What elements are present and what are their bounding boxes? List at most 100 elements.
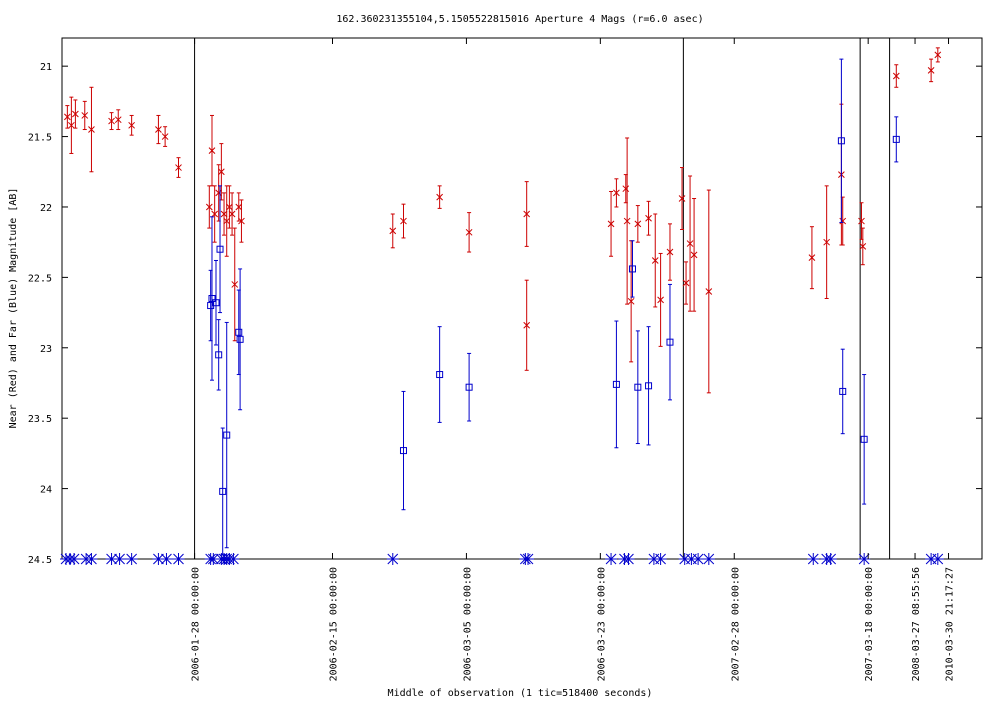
point-marker xyxy=(128,121,135,129)
data-point xyxy=(613,178,620,208)
point-marker xyxy=(223,217,231,225)
point-marker xyxy=(705,288,713,295)
point-marker xyxy=(682,279,690,287)
data-point xyxy=(208,216,216,381)
point-marker xyxy=(651,257,659,264)
asterisk-stroke xyxy=(161,553,172,565)
asterisk-stroke xyxy=(207,553,219,565)
floor-point xyxy=(113,553,126,565)
point-marker xyxy=(228,210,236,218)
data-point xyxy=(678,167,686,231)
floor-point xyxy=(931,553,944,565)
data-point xyxy=(399,390,407,511)
data-point xyxy=(860,374,868,505)
point-marker xyxy=(223,431,231,439)
series-layer xyxy=(60,47,944,565)
point-marker xyxy=(205,203,213,211)
floor-point xyxy=(702,553,715,565)
asterisk-stroke xyxy=(153,553,164,565)
series-far xyxy=(207,58,900,556)
point-marker xyxy=(208,295,216,302)
point-marker xyxy=(238,217,245,225)
point-marker xyxy=(226,203,233,211)
point-marker xyxy=(235,203,243,211)
point-marker xyxy=(634,383,642,391)
asterisk-stroke xyxy=(86,553,97,565)
data-point xyxy=(205,185,213,229)
point-marker xyxy=(231,281,239,288)
y-tick-label: 22 xyxy=(40,203,52,214)
data-point xyxy=(231,227,239,342)
x-tick-label: 2006-01-28 00:00:00 xyxy=(191,567,202,681)
data-point xyxy=(223,185,231,257)
asterisk-stroke xyxy=(692,553,704,565)
asterisk-stroke xyxy=(387,553,399,565)
chart-title: 162.360231355104,5.1505522815016 Apertur… xyxy=(336,14,703,25)
plot-frame xyxy=(61,37,983,560)
data-point xyxy=(657,252,664,347)
point-marker xyxy=(808,254,816,262)
x-tick-label: 2006-02-15 00:00:00 xyxy=(329,567,340,681)
floor-point xyxy=(207,553,220,565)
data-point xyxy=(612,320,620,449)
point-marker xyxy=(645,382,653,390)
data-point xyxy=(228,192,236,236)
point-marker xyxy=(108,117,115,125)
point-marker xyxy=(215,351,223,359)
data-point xyxy=(235,192,243,222)
floor-point xyxy=(622,553,635,565)
data-point xyxy=(839,348,847,435)
data-point xyxy=(623,137,631,305)
point-marker xyxy=(686,240,694,247)
point-marker xyxy=(465,228,473,236)
data-point xyxy=(114,109,122,131)
point-marker xyxy=(208,147,216,155)
asterisk-stroke xyxy=(932,553,944,565)
data-point xyxy=(400,203,407,239)
floor-point xyxy=(68,553,81,565)
series-near xyxy=(64,47,942,394)
asterisk-stroke xyxy=(825,553,837,565)
data-point xyxy=(892,116,900,163)
data-point xyxy=(436,185,443,209)
point-marker xyxy=(613,189,620,197)
y-tick-label: 23.5 xyxy=(28,414,52,425)
data-point xyxy=(523,181,531,247)
x-axis-ticks: 2006-01-28 00:00:00 2006-02-15 00:00:00 20… xyxy=(191,38,956,681)
data-point xyxy=(837,58,845,223)
data-point xyxy=(808,226,816,290)
data-point xyxy=(226,185,233,229)
segment-breaks xyxy=(194,38,891,559)
point-marker xyxy=(72,110,79,118)
point-marker xyxy=(839,387,847,395)
data-point xyxy=(682,261,690,305)
data-point xyxy=(220,192,228,236)
point-marker xyxy=(666,248,674,256)
data-point xyxy=(108,112,115,131)
data-point xyxy=(223,321,231,549)
asterisk-stroke xyxy=(114,553,125,565)
asterisk-stroke xyxy=(703,553,715,565)
data-point xyxy=(436,326,444,423)
point-marker xyxy=(607,220,615,228)
asterisk-stroke xyxy=(173,553,184,565)
floor-point xyxy=(152,553,165,565)
point-marker xyxy=(235,328,243,336)
point-marker xyxy=(627,297,635,305)
data-point xyxy=(607,190,615,257)
data-point xyxy=(859,227,867,266)
data-point xyxy=(927,58,935,83)
data-point xyxy=(666,223,674,281)
point-marker xyxy=(400,217,407,225)
point-marker xyxy=(657,296,664,304)
asterisk-stroke xyxy=(228,553,239,565)
floor-point xyxy=(824,553,837,565)
data-point xyxy=(823,185,831,299)
data-point xyxy=(68,96,75,154)
point-marker xyxy=(219,487,227,495)
point-marker xyxy=(859,243,867,250)
asterisk-stroke xyxy=(858,553,870,565)
point-marker xyxy=(175,164,182,171)
point-marker xyxy=(114,116,122,124)
